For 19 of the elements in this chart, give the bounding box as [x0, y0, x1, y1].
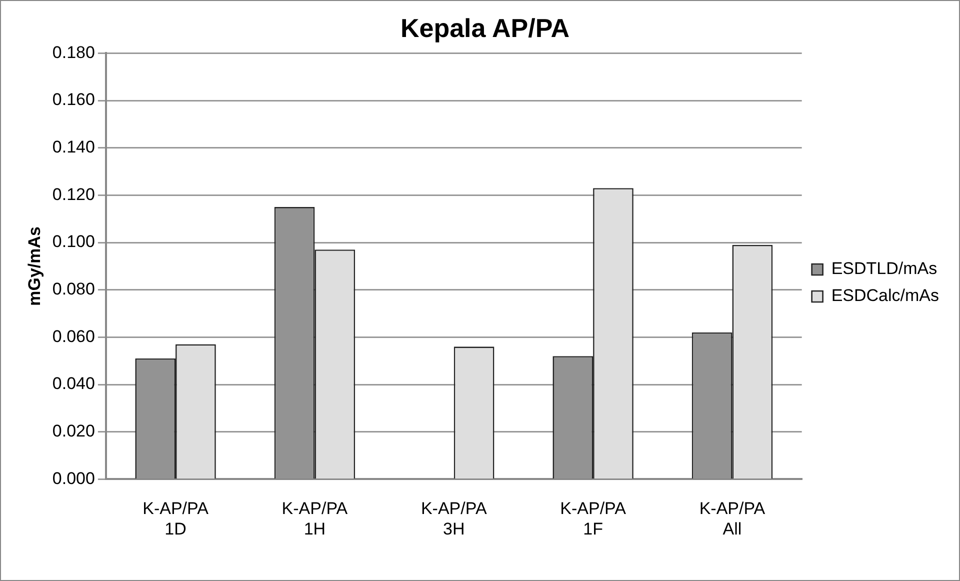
y-tick-label: 0.040 [52, 374, 95, 394]
x-tick-label: K-AP/PA 1D [142, 499, 210, 538]
y-tick-label: 0.180 [52, 42, 95, 62]
chart-title: Kepala AP/PA [400, 12, 570, 43]
y-tick-label: 0.140 [52, 138, 95, 157]
legend-label: ESDTLD/mAs [831, 259, 938, 278]
y-tick-label: 0.020 [52, 422, 95, 441]
x-tick-label: K-AP/PA 1F [560, 499, 627, 538]
y-tick-label: 0.120 [52, 184, 95, 204]
y-tick-label: 0.000 [52, 468, 95, 488]
legend-label: ESDCalc/mAs [831, 286, 939, 306]
x-tick-label: K-AP/PA 3H [420, 499, 488, 538]
y-tick-label: 0.060 [52, 326, 95, 346]
y-axis-title: mGy/mAs [24, 226, 44, 306]
y-tick-label: 0.160 [52, 90, 95, 110]
x-tick-label: K-AP/PA 1H [282, 499, 348, 538]
y-tick-label: 0.100 [52, 232, 95, 252]
y-tick-label: 0.080 [52, 280, 95, 299]
x-tick-label: K-AP/PA All [699, 499, 766, 538]
